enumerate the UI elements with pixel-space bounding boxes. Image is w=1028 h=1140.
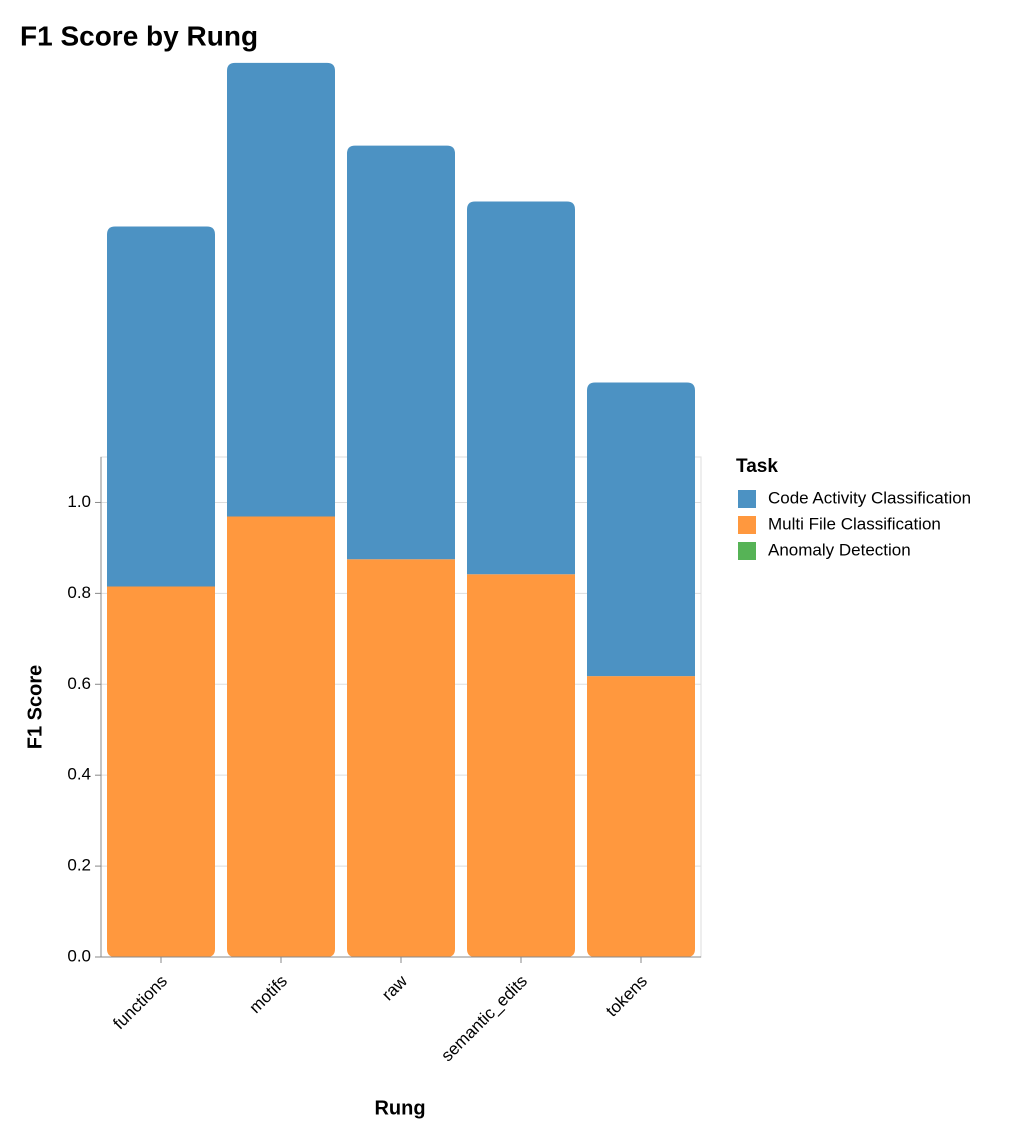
legend-label: Anomaly Detection (768, 540, 911, 559)
y-tick-label: 0.0 (67, 946, 91, 965)
y-axis-title: F1 Score (24, 665, 46, 749)
bar-segment (467, 574, 575, 957)
bar-segment (587, 676, 695, 957)
bar-segment (467, 201, 575, 575)
x-tick-label: motifs (246, 972, 291, 1017)
legend-title: Task (736, 456, 778, 477)
bar-segment (347, 559, 455, 957)
legend-swatch (738, 542, 756, 560)
legend-label: Multi File Classification (768, 514, 941, 533)
x-axis-title: Rung (374, 1097, 425, 1119)
y-tick-label: 0.6 (67, 674, 91, 693)
bar-segment (227, 516, 335, 957)
legend-swatch (738, 516, 756, 534)
y-tick-label: 0.2 (67, 856, 91, 875)
x-tick-label: functions (109, 972, 171, 1034)
bar-segment (107, 586, 215, 957)
bar-segment (347, 145, 455, 560)
bar-segment (107, 226, 215, 587)
x-tick-label: raw (378, 971, 411, 1004)
y-tick-label: 0.4 (67, 765, 91, 784)
y-tick-label: 1.0 (67, 492, 91, 511)
bar-segment (227, 62, 335, 517)
legend-label: Code Activity Classification (768, 488, 971, 507)
bar-segment (587, 382, 695, 677)
legend-swatch (738, 490, 756, 508)
x-tick-label: tokens (602, 972, 651, 1021)
chart-title: F1 Score by Rung (20, 20, 258, 51)
y-tick-label: 0.8 (67, 583, 91, 602)
x-tick-label: semantic_edits (437, 972, 531, 1066)
